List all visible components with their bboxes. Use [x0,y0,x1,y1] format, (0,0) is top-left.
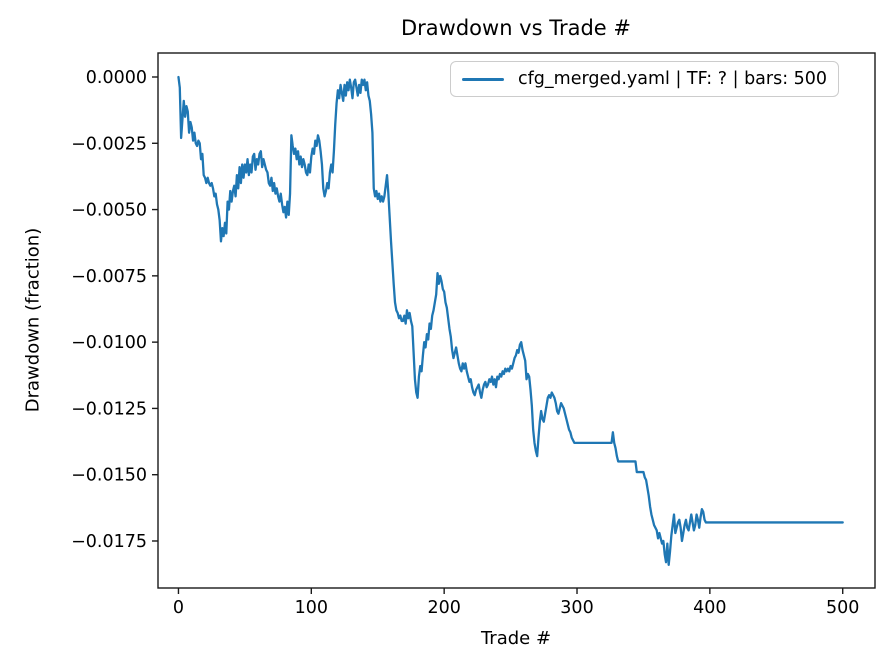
x-tick-label: 0 [173,598,184,618]
y-tick-label: 0.0000 [86,68,147,88]
chart-title: Drawdown vs Trade # [401,16,631,40]
x-tick-label: 400 [693,598,726,618]
y-tick-label: −0.0100 [71,333,147,353]
axes-spines [157,52,876,589]
x-tick-label: 200 [427,598,460,618]
drawdown-line [177,75,844,566]
x-axis-label: Trade # [480,628,552,649]
y-tick-label: −0.0025 [71,134,147,154]
y-tick-label: −0.0150 [71,466,147,486]
y-axis-label: Drawdown (fraction) [22,227,44,413]
legend-label: cfg_merged.yaml | TF: ? | bars: 500 [518,69,828,89]
legend-line-sample [462,77,504,81]
legend: cfg_merged.yaml | TF: ? | bars: 500 [450,61,840,97]
x-tick-label: 300 [560,598,593,618]
y-tick-label: −0.0125 [71,399,147,419]
y-tick-label: −0.0050 [71,201,147,221]
y-tick-label: −0.0175 [71,532,147,552]
x-tick-label: 100 [295,598,328,618]
y-tick-label: −0.0075 [71,267,147,287]
x-tick-label: 500 [826,598,859,618]
